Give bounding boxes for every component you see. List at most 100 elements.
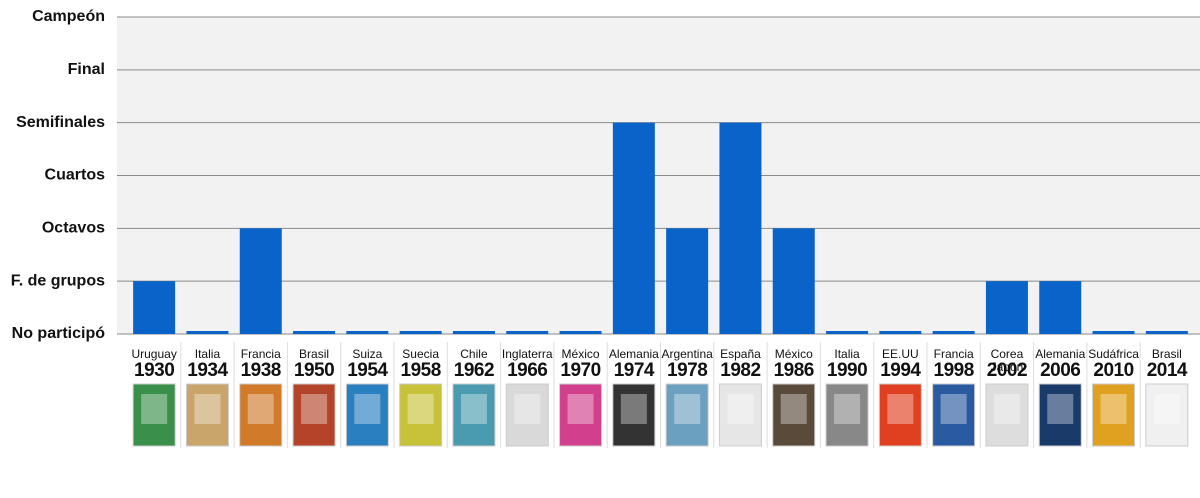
x-tick-label: 1954: [347, 360, 388, 381]
bar: [239, 228, 282, 334]
poster-detail: [301, 394, 328, 424]
poster-detail: [1047, 394, 1074, 424]
poster: [612, 383, 656, 447]
x-tick-label: 2002: [986, 360, 1028, 381]
host-label: Chile: [460, 347, 488, 361]
bar: [666, 228, 709, 334]
poster-detail: [1100, 394, 1127, 424]
poster-detail: [993, 394, 1020, 424]
y-tick-label: Semifinales: [16, 114, 105, 131]
x-tick-label: 1962: [453, 360, 495, 381]
y-tick-label: Campeón: [32, 8, 105, 25]
poster-detail: [354, 394, 381, 424]
bar: [985, 281, 1028, 334]
poster: [185, 383, 229, 447]
host-label: Alemania: [608, 347, 659, 361]
host-label: Francia: [933, 347, 974, 361]
x-tick-label: 1938: [240, 360, 282, 381]
poster-detail: [194, 394, 221, 424]
poster: [772, 383, 816, 447]
poster-detail: [247, 394, 274, 424]
x-tick-label: 1970: [560, 360, 601, 381]
y-tick-label: Octavos: [42, 220, 105, 237]
bar: [1145, 331, 1188, 334]
poster: [399, 383, 443, 447]
x-tick-label: 1958: [400, 360, 442, 381]
x-tick-label: 2006: [1040, 360, 1081, 381]
host-label: Corea Japón: [990, 347, 1024, 374]
bar: [346, 331, 389, 334]
host-label: Francia: [240, 347, 281, 361]
host-label: Uruguay: [131, 347, 177, 361]
poster-detail: [1153, 394, 1180, 424]
host-label: Alemania: [1035, 347, 1086, 361]
poster-detail: [727, 394, 754, 424]
host-label: Sudáfrica: [1088, 347, 1139, 361]
host-label: Italia: [834, 347, 860, 361]
poster-detail: [887, 394, 914, 424]
bar: [186, 331, 229, 334]
poster-detail: [940, 394, 967, 424]
bar: [932, 331, 975, 334]
bar: [1039, 281, 1082, 334]
x-tick-label: 1950: [293, 360, 335, 381]
host-label: Brasil: [299, 347, 330, 361]
host-label: México: [774, 347, 813, 361]
poster-detail: [674, 394, 701, 424]
x-tick-label: 1998: [933, 360, 975, 381]
host-label: Inglaterra: [501, 347, 553, 361]
poster: [985, 383, 1029, 447]
host-label: Italia: [194, 347, 221, 361]
x-tick-label: 1978: [667, 360, 708, 381]
bar: [612, 122, 655, 335]
poster: [1092, 383, 1136, 447]
host-label: Suiza: [352, 347, 383, 361]
bar: [133, 281, 176, 334]
bar: [826, 331, 869, 334]
y-tick-label: Final: [68, 61, 105, 78]
poster-detail: [567, 394, 594, 424]
poster-detail: [460, 394, 487, 424]
host-label: México: [561, 347, 600, 361]
poster-detail: [834, 394, 861, 424]
x-tick-label: 1934: [187, 360, 228, 381]
poster: [718, 383, 762, 447]
poster-detail: [407, 394, 434, 424]
y-tick-label: No participó: [12, 325, 106, 342]
host-label: EE.UU: [881, 347, 919, 361]
bar: [879, 331, 922, 334]
poster: [132, 383, 176, 447]
poster-detail: [780, 394, 807, 424]
x-tick-label: 1986: [773, 360, 815, 381]
poster: [452, 383, 496, 447]
poster: [878, 383, 922, 447]
x-tick-label: 1982: [720, 360, 761, 381]
bar: [772, 228, 815, 334]
poster: [825, 383, 869, 447]
y-tick-label: F. de grupos: [11, 272, 105, 289]
poster: [345, 383, 389, 447]
poster: [292, 383, 336, 447]
host-label: España: [720, 347, 761, 361]
host-label: Brasil: [1151, 347, 1182, 361]
bar: [452, 331, 495, 334]
x-tick-label: 1930: [134, 360, 175, 381]
bar: [293, 331, 336, 334]
poster: [239, 383, 283, 447]
poster-detail: [620, 394, 647, 424]
poster: [1038, 383, 1082, 447]
x-tick-label: 2014: [1146, 360, 1188, 381]
bar: [399, 331, 442, 334]
x-tick-label: 1974: [613, 360, 655, 381]
poster-detail: [141, 394, 168, 424]
x-tick-label: 1990: [826, 360, 868, 381]
poster: [559, 383, 603, 447]
poster-detail: [514, 394, 541, 424]
host-label: Suecia: [402, 347, 439, 361]
bar: [1092, 331, 1135, 334]
host-label: Argentina: [661, 347, 713, 361]
x-tick-label: 1994: [880, 360, 921, 381]
bar: [506, 331, 549, 334]
